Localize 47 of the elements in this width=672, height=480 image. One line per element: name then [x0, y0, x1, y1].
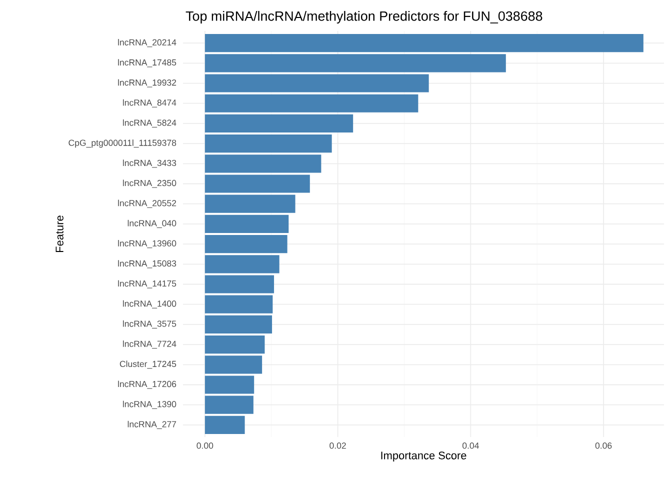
bar	[204, 154, 322, 173]
bar	[204, 174, 310, 193]
y-axis-title: Feature	[56, 216, 64, 252]
y-tick-label: lncRNA_14175	[118, 280, 176, 288]
bar	[204, 134, 332, 153]
bar	[204, 74, 429, 92]
bar	[204, 356, 262, 374]
bar	[204, 114, 354, 133]
y-tick-label: lncRNA_277	[128, 420, 176, 429]
bar	[204, 54, 506, 72]
bar	[204, 255, 280, 274]
chart-title: Top miRNA/lncRNA/methylation Predictors for FUN_038688	[186, 10, 542, 24]
bar	[204, 315, 272, 334]
x-tick-label: 0.06	[595, 442, 612, 449]
y-tick-label: lncRNA_2350	[122, 180, 176, 188]
x-tick-label: 0.04	[462, 442, 479, 449]
y-tick-label: lncRNA_19932	[118, 79, 176, 88]
bar	[204, 295, 273, 314]
y-tick-label: lncRNA_040	[128, 220, 176, 228]
y-tick-label: lncRNA_1390	[122, 400, 176, 409]
y-tick-label: lncRNA_20214	[118, 39, 176, 48]
bar	[204, 275, 274, 294]
y-tick-label: lncRNA_7724	[122, 340, 176, 349]
bar	[204, 396, 254, 414]
x-tick-label: 0.00	[196, 442, 214, 449]
bar	[204, 194, 296, 213]
y-tick-label: lncRNA_3433	[122, 160, 176, 168]
bar	[204, 34, 644, 52]
y-tick-label: lncRNA_5824	[122, 119, 176, 128]
bar	[204, 214, 289, 233]
y-tick-label: CpG_ptg000011l_11159378	[68, 139, 176, 148]
y-tick-label: lncRNA_13960	[118, 240, 176, 248]
y-tick-label: lncRNA_8474	[122, 99, 176, 108]
x-axis-title: Importance Score	[381, 452, 466, 462]
bar	[204, 376, 254, 394]
y-tick-label: lncRNA_17485	[118, 59, 176, 68]
y-tick-label: lncRNA_3575	[122, 320, 176, 328]
bar	[204, 336, 265, 354]
y-tick-label: Cluster_17245	[120, 360, 176, 369]
y-tick-label: lncRNA_1400	[122, 300, 176, 308]
y-tick-label: lncRNA_17206	[118, 380, 176, 389]
bar	[204, 235, 288, 254]
y-tick-label: lncRNA_15083	[118, 260, 176, 268]
bar	[204, 94, 418, 112]
y-tick-label: lncRNA_20552	[118, 200, 176, 208]
x-tick-label: 0.02	[330, 442, 346, 449]
bar	[204, 416, 245, 434]
